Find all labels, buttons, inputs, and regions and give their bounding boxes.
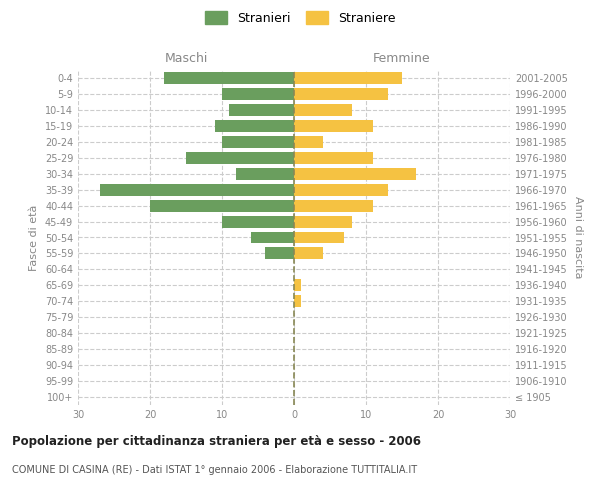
- Legend: Stranieri, Straniere: Stranieri, Straniere: [205, 11, 395, 25]
- Bar: [222, 136, 294, 148]
- Bar: [294, 232, 344, 243]
- Bar: [294, 120, 373, 132]
- Bar: [294, 88, 388, 100]
- Bar: [294, 104, 352, 116]
- Bar: [265, 248, 294, 260]
- Bar: [186, 152, 294, 164]
- Text: COMUNE DI CASINA (RE) - Dati ISTAT 1° gennaio 2006 - Elaborazione TUTTITALIA.IT: COMUNE DI CASINA (RE) - Dati ISTAT 1° ge…: [12, 465, 417, 475]
- Text: Maschi: Maschi: [164, 52, 208, 65]
- Y-axis label: Anni di nascita: Anni di nascita: [573, 196, 583, 279]
- Bar: [294, 168, 416, 179]
- Bar: [164, 72, 294, 84]
- Bar: [222, 216, 294, 228]
- Y-axis label: Fasce di età: Fasce di età: [29, 204, 39, 270]
- Bar: [294, 248, 323, 260]
- Bar: [100, 184, 294, 196]
- Bar: [294, 216, 352, 228]
- Bar: [215, 120, 294, 132]
- Text: Femmine: Femmine: [373, 52, 431, 65]
- Bar: [229, 104, 294, 116]
- Bar: [294, 200, 373, 211]
- Bar: [222, 88, 294, 100]
- Text: Popolazione per cittadinanza straniera per età e sesso - 2006: Popolazione per cittadinanza straniera p…: [12, 435, 421, 448]
- Bar: [236, 168, 294, 179]
- Bar: [251, 232, 294, 243]
- Bar: [294, 136, 323, 148]
- Bar: [294, 152, 373, 164]
- Bar: [150, 200, 294, 211]
- Bar: [294, 184, 388, 196]
- Bar: [294, 296, 301, 308]
- Bar: [294, 72, 402, 84]
- Bar: [294, 280, 301, 291]
